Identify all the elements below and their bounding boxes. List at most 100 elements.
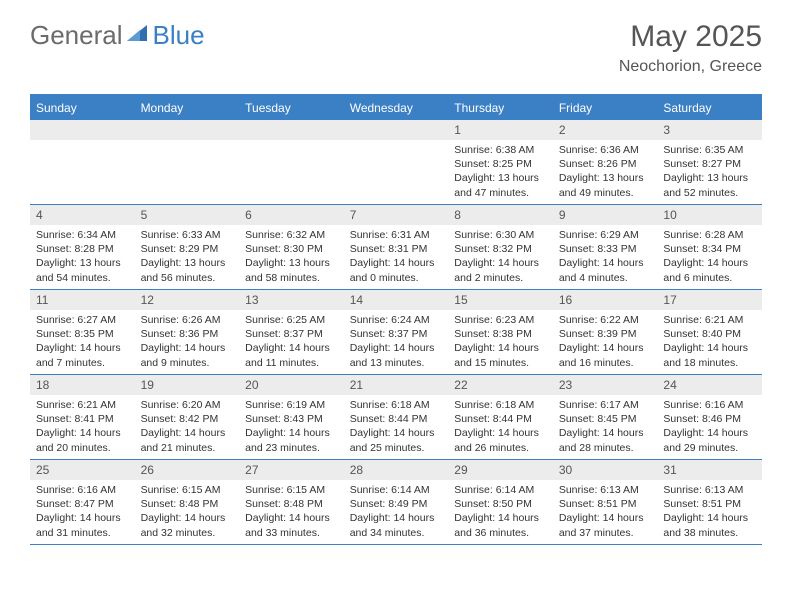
sunrise-text: Sunrise: 6:14 AM <box>454 483 547 497</box>
day-number: 27 <box>239 460 344 480</box>
day-number: 3 <box>657 120 762 140</box>
day-details: Sunrise: 6:13 AMSunset: 8:51 PMDaylight:… <box>553 480 658 544</box>
sunset-text: Sunset: 8:33 PM <box>559 242 652 256</box>
calendar-day-cell: 8Sunrise: 6:30 AMSunset: 8:32 PMDaylight… <box>448 205 553 289</box>
calendar-day-cell: 3Sunrise: 6:35 AMSunset: 8:27 PMDaylight… <box>657 120 762 204</box>
daylight-text: Daylight: 14 hours and 32 minutes. <box>141 511 234 539</box>
day-number: 2 <box>553 120 658 140</box>
calendar-day-cell: 20Sunrise: 6:19 AMSunset: 8:43 PMDayligh… <box>239 375 344 459</box>
sunrise-text: Sunrise: 6:18 AM <box>350 398 443 412</box>
day-details: Sunrise: 6:15 AMSunset: 8:48 PMDaylight:… <box>135 480 240 544</box>
daylight-text: Daylight: 14 hours and 0 minutes. <box>350 256 443 284</box>
day-number: 14 <box>344 290 449 310</box>
calendar-day-cell: 16Sunrise: 6:22 AMSunset: 8:39 PMDayligh… <box>553 290 658 374</box>
sunset-text: Sunset: 8:29 PM <box>141 242 234 256</box>
sunrise-text: Sunrise: 6:16 AM <box>36 483 129 497</box>
sunrise-text: Sunrise: 6:27 AM <box>36 313 129 327</box>
sunset-text: Sunset: 8:39 PM <box>559 327 652 341</box>
day-number: 4 <box>30 205 135 225</box>
day-number: 8 <box>448 205 553 225</box>
sunset-text: Sunset: 8:45 PM <box>559 412 652 426</box>
day-details: Sunrise: 6:18 AMSunset: 8:44 PMDaylight:… <box>448 395 553 459</box>
calendar-day-cell: 6Sunrise: 6:32 AMSunset: 8:30 PMDaylight… <box>239 205 344 289</box>
day-details: Sunrise: 6:13 AMSunset: 8:51 PMDaylight:… <box>657 480 762 544</box>
calendar-week-row: 1Sunrise: 6:38 AMSunset: 8:25 PMDaylight… <box>30 120 762 205</box>
sunrise-text: Sunrise: 6:13 AM <box>663 483 756 497</box>
sunset-text: Sunset: 8:47 PM <box>36 497 129 511</box>
calendar: Sunday Monday Tuesday Wednesday Thursday… <box>30 94 762 545</box>
calendar-day-cell <box>239 120 344 204</box>
sunset-text: Sunset: 8:40 PM <box>663 327 756 341</box>
daylight-text: Daylight: 14 hours and 13 minutes. <box>350 341 443 369</box>
day-details: Sunrise: 6:24 AMSunset: 8:37 PMDaylight:… <box>344 310 449 374</box>
calendar-day-cell: 15Sunrise: 6:23 AMSunset: 8:38 PMDayligh… <box>448 290 553 374</box>
calendar-day-cell: 27Sunrise: 6:15 AMSunset: 8:48 PMDayligh… <box>239 460 344 544</box>
daylight-text: Daylight: 14 hours and 2 minutes. <box>454 256 547 284</box>
day-details: Sunrise: 6:17 AMSunset: 8:45 PMDaylight:… <box>553 395 658 459</box>
calendar-day-cell: 21Sunrise: 6:18 AMSunset: 8:44 PMDayligh… <box>344 375 449 459</box>
day-number: 25 <box>30 460 135 480</box>
weekday-header-row: Sunday Monday Tuesday Wednesday Thursday… <box>30 96 762 120</box>
title-block: May 2025 Neochorion, Greece <box>619 20 762 76</box>
sunset-text: Sunset: 8:31 PM <box>350 242 443 256</box>
day-details: Sunrise: 6:20 AMSunset: 8:42 PMDaylight:… <box>135 395 240 459</box>
weekday-header: Tuesday <box>239 96 344 120</box>
sunset-text: Sunset: 8:43 PM <box>245 412 338 426</box>
daylight-text: Daylight: 14 hours and 33 minutes. <box>245 511 338 539</box>
day-number: 23 <box>553 375 658 395</box>
day-number: 5 <box>135 205 240 225</box>
sunset-text: Sunset: 8:50 PM <box>454 497 547 511</box>
location-subtitle: Neochorion, Greece <box>619 58 762 76</box>
sunrise-text: Sunrise: 6:29 AM <box>559 228 652 242</box>
sunrise-text: Sunrise: 6:35 AM <box>663 143 756 157</box>
calendar-day-cell: 29Sunrise: 6:14 AMSunset: 8:50 PMDayligh… <box>448 460 553 544</box>
sunrise-text: Sunrise: 6:22 AM <box>559 313 652 327</box>
calendar-week-row: 18Sunrise: 6:21 AMSunset: 8:41 PMDayligh… <box>30 375 762 460</box>
empty-day-header <box>344 120 449 140</box>
calendar-day-cell: 1Sunrise: 6:38 AMSunset: 8:25 PMDaylight… <box>448 120 553 204</box>
day-number: 12 <box>135 290 240 310</box>
sunset-text: Sunset: 8:48 PM <box>245 497 338 511</box>
page-title: May 2025 <box>619 20 762 54</box>
day-details: Sunrise: 6:14 AMSunset: 8:49 PMDaylight:… <box>344 480 449 544</box>
day-number: 10 <box>657 205 762 225</box>
calendar-week-row: 4Sunrise: 6:34 AMSunset: 8:28 PMDaylight… <box>30 205 762 290</box>
empty-day-header <box>239 120 344 140</box>
day-number: 1 <box>448 120 553 140</box>
sunset-text: Sunset: 8:27 PM <box>663 157 756 171</box>
daylight-text: Daylight: 14 hours and 11 minutes. <box>245 341 338 369</box>
empty-day-header <box>135 120 240 140</box>
day-details: Sunrise: 6:26 AMSunset: 8:36 PMDaylight:… <box>135 310 240 374</box>
day-details: Sunrise: 6:32 AMSunset: 8:30 PMDaylight:… <box>239 225 344 289</box>
day-number: 26 <box>135 460 240 480</box>
sunrise-text: Sunrise: 6:33 AM <box>141 228 234 242</box>
day-number: 30 <box>553 460 658 480</box>
day-details: Sunrise: 6:29 AMSunset: 8:33 PMDaylight:… <box>553 225 658 289</box>
day-details: Sunrise: 6:33 AMSunset: 8:29 PMDaylight:… <box>135 225 240 289</box>
day-number: 24 <box>657 375 762 395</box>
sunrise-text: Sunrise: 6:32 AM <box>245 228 338 242</box>
day-details: Sunrise: 6:15 AMSunset: 8:48 PMDaylight:… <box>239 480 344 544</box>
sunset-text: Sunset: 8:34 PM <box>663 242 756 256</box>
calendar-day-cell <box>344 120 449 204</box>
sunrise-text: Sunrise: 6:25 AM <box>245 313 338 327</box>
sunset-text: Sunset: 8:35 PM <box>36 327 129 341</box>
sunrise-text: Sunrise: 6:30 AM <box>454 228 547 242</box>
daylight-text: Daylight: 13 hours and 54 minutes. <box>36 256 129 284</box>
sunrise-text: Sunrise: 6:14 AM <box>350 483 443 497</box>
day-details: Sunrise: 6:35 AMSunset: 8:27 PMDaylight:… <box>657 140 762 204</box>
logo-word1: General <box>30 20 123 51</box>
logo-triangle-icon <box>127 23 149 48</box>
sunset-text: Sunset: 8:44 PM <box>454 412 547 426</box>
sunrise-text: Sunrise: 6:15 AM <box>245 483 338 497</box>
sunset-text: Sunset: 8:49 PM <box>350 497 443 511</box>
day-details: Sunrise: 6:30 AMSunset: 8:32 PMDaylight:… <box>448 225 553 289</box>
sunrise-text: Sunrise: 6:36 AM <box>559 143 652 157</box>
sunset-text: Sunset: 8:41 PM <box>36 412 129 426</box>
day-number: 11 <box>30 290 135 310</box>
sunrise-text: Sunrise: 6:28 AM <box>663 228 756 242</box>
daylight-text: Daylight: 14 hours and 16 minutes. <box>559 341 652 369</box>
sunset-text: Sunset: 8:26 PM <box>559 157 652 171</box>
sunrise-text: Sunrise: 6:23 AM <box>454 313 547 327</box>
sunrise-text: Sunrise: 6:21 AM <box>36 398 129 412</box>
